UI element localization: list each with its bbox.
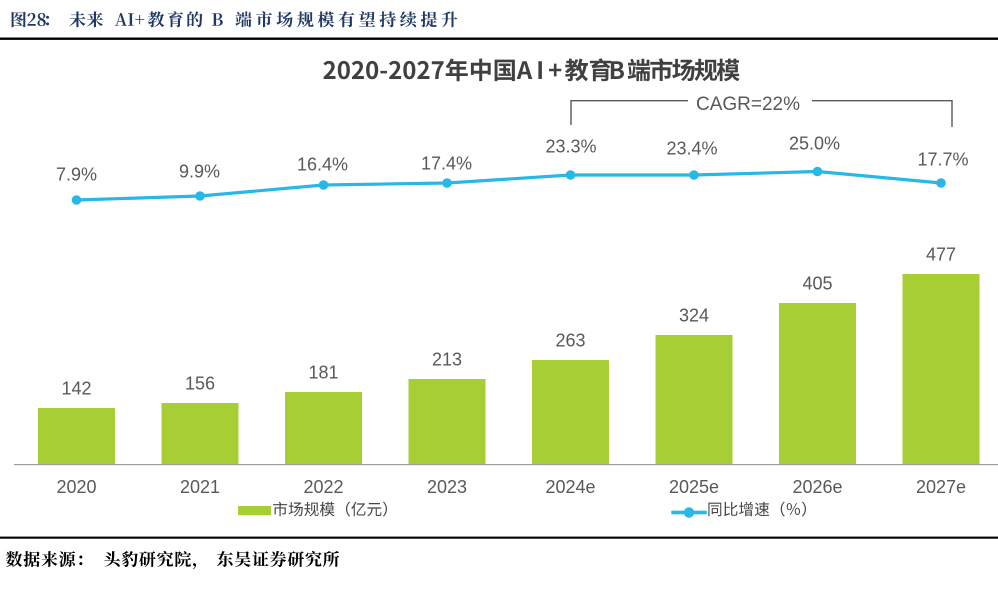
svg-text:7.9%: 7.9% <box>56 164 97 184</box>
svg-text:263: 263 <box>555 330 585 350</box>
svg-text:2023: 2023 <box>427 477 467 497</box>
svg-text:2024e: 2024e <box>545 477 595 497</box>
svg-text:16.4%: 16.4% <box>297 154 348 174</box>
svg-text:2021: 2021 <box>180 477 220 497</box>
svg-text:25.0%: 25.0% <box>789 133 840 153</box>
svg-text:213: 213 <box>432 349 462 369</box>
svg-text:142: 142 <box>61 378 91 398</box>
svg-text:2025e: 2025e <box>669 477 719 497</box>
svg-text:181: 181 <box>308 362 338 382</box>
svg-text:405: 405 <box>802 273 832 293</box>
svg-text:17.7%: 17.7% <box>917 149 968 169</box>
svg-text:156: 156 <box>185 373 215 393</box>
svg-text:17.4%: 17.4% <box>421 153 472 173</box>
svg-text:2027e: 2027e <box>916 477 966 497</box>
svg-text:CAGR=22%: CAGR=22% <box>696 94 800 115</box>
svg-text:2026e: 2026e <box>792 477 842 497</box>
svg-text:324: 324 <box>679 305 709 325</box>
svg-text:23.4%: 23.4% <box>666 138 717 158</box>
svg-text:9.9%: 9.9% <box>179 161 220 181</box>
svg-text:2022: 2022 <box>303 477 343 497</box>
svg-text:23.3%: 23.3% <box>545 136 596 156</box>
svg-text:2020: 2020 <box>56 477 96 497</box>
svg-text:477: 477 <box>926 244 956 264</box>
